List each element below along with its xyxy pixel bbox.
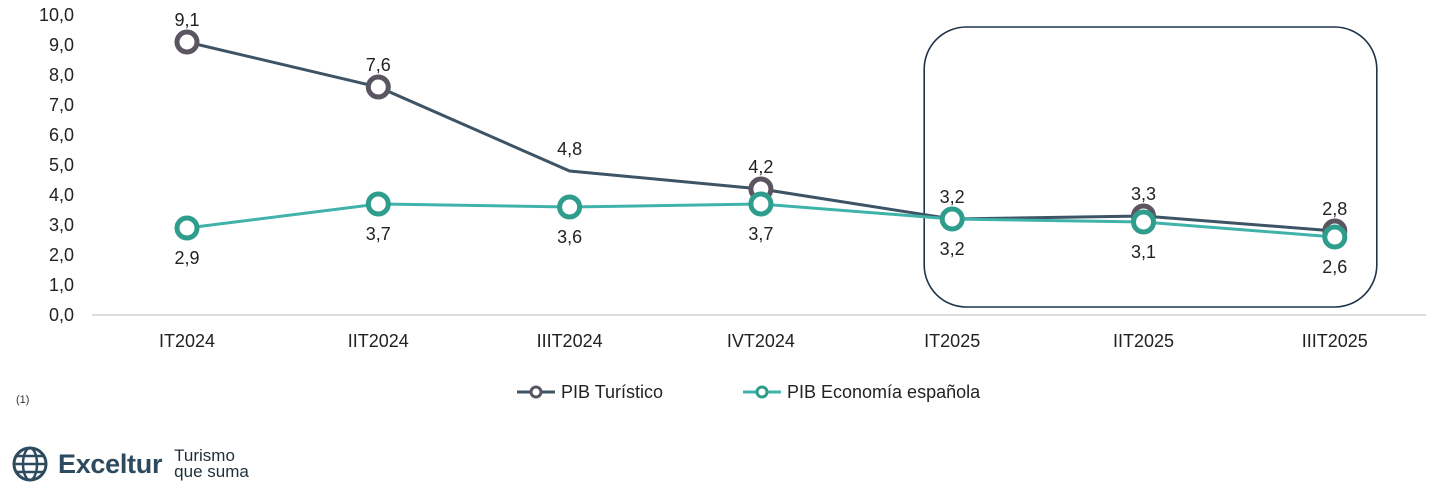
x-tick-label: IT2025 xyxy=(924,331,980,351)
x-tick-label: IIT2024 xyxy=(348,331,409,351)
y-tick-label: 5,0 xyxy=(49,155,74,175)
brand-tagline: Turismo que suma xyxy=(174,446,249,481)
marker-pib-economia xyxy=(748,191,774,217)
data-label-pib-economia: 3,1 xyxy=(1131,242,1156,262)
line-chart: 0,0 1,0 2,0 3,0 4,0 5,0 6,0 7,0 8,0 9,0 10,0 IT2024… xyxy=(39,5,1426,402)
y-tick-label: 4,0 xyxy=(49,185,74,205)
legend-swatch-marker xyxy=(529,385,543,399)
data-label-pib-economia: 2,6 xyxy=(1322,257,1347,277)
y-tick-label: 10,0 xyxy=(39,5,74,25)
y-tick-label: 7,0 xyxy=(49,95,74,115)
data-label-pib-economia: 3,2 xyxy=(940,239,965,259)
marker-pib-turistico xyxy=(365,74,391,100)
data-label-pib-turistico: 3,3 xyxy=(1131,184,1156,204)
legend-label: PIB Turístico xyxy=(561,382,663,402)
marker-pib-economia xyxy=(939,206,965,232)
y-tick-label: 2,0 xyxy=(49,245,74,265)
y-tick-label: 0,0 xyxy=(49,305,74,325)
globe-icon xyxy=(12,446,48,482)
brand-name: Exceltur xyxy=(58,448,163,479)
footnote: (1) xyxy=(16,394,30,406)
marker-pib-economia xyxy=(1322,224,1348,250)
data-label-pib-turistico: 2,8 xyxy=(1322,199,1347,219)
data-label-pib-economia: 3,7 xyxy=(366,224,391,244)
tagline-line-2: que suma xyxy=(174,462,249,481)
data-label-pib-turistico: 4,8 xyxy=(557,139,582,159)
data-label-pib-turistico: 7,6 xyxy=(366,55,391,75)
data-label-pib-turistico: 9,1 xyxy=(174,10,199,30)
x-tick-label: IT2024 xyxy=(159,331,215,351)
x-tick-label: IVT2024 xyxy=(727,331,795,351)
data-label-pib-economia: 3,6 xyxy=(557,227,582,247)
y-tick-label: 9,0 xyxy=(49,35,74,55)
tagline-line-1: Turismo xyxy=(174,446,235,465)
y-tick-label: 3,0 xyxy=(49,215,74,235)
legend-label: PIB Economía española xyxy=(787,382,981,402)
data-label-pib-turistico: 4,2 xyxy=(748,157,773,177)
marker-pib-turistico xyxy=(174,29,200,55)
marker-pib-economia xyxy=(557,194,583,220)
marker-pib-economia xyxy=(1131,209,1156,235)
brand-logo: Exceltur Turismo que suma xyxy=(12,442,249,486)
legend-swatch-marker xyxy=(755,385,769,399)
marker-pib-economia xyxy=(365,191,391,217)
marker-pib-economia xyxy=(174,215,200,241)
highlight-box xyxy=(923,26,1378,308)
x-tick-label: IIT2025 xyxy=(1113,331,1174,351)
data-label-pib-economia: 3,7 xyxy=(748,224,773,244)
x-tick-label: IIIT2024 xyxy=(537,331,603,351)
y-tick-label: 6,0 xyxy=(49,125,74,145)
data-label-pib-economia: 2,9 xyxy=(174,248,199,268)
y-tick-label: 8,0 xyxy=(49,65,74,85)
data-label-pib-turistico: 3,2 xyxy=(940,187,965,207)
y-tick-label: 1,0 xyxy=(49,275,74,295)
x-tick-label: IIIT2025 xyxy=(1302,331,1368,351)
